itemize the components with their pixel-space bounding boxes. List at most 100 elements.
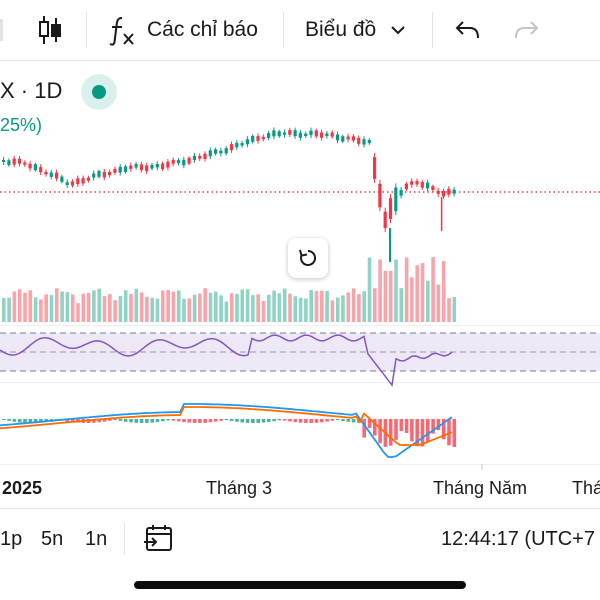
candle-body bbox=[314, 130, 318, 137]
macd-histogram-bar bbox=[118, 419, 123, 421]
volume-bar bbox=[373, 288, 377, 322]
candle-body bbox=[447, 188, 451, 195]
macd-histogram-bar bbox=[2, 419, 6, 420]
volume-bar bbox=[245, 289, 250, 322]
macd-histogram-bar bbox=[33, 419, 38, 423]
candle-body bbox=[309, 130, 313, 136]
volume-bar bbox=[293, 296, 298, 322]
candle-body bbox=[378, 183, 382, 208]
volume-bar bbox=[60, 291, 64, 322]
volume-bar bbox=[320, 290, 324, 322]
candle-body bbox=[155, 164, 159, 168]
volume-bar bbox=[314, 290, 319, 322]
candle-body bbox=[145, 165, 149, 172]
volume-bar bbox=[176, 290, 181, 322]
volume-bar bbox=[134, 288, 139, 322]
candle-body bbox=[240, 143, 244, 146]
candle-body bbox=[293, 130, 297, 137]
macd-histogram-bar bbox=[420, 419, 425, 447]
macd-histogram-bar bbox=[134, 419, 139, 423]
macd-histogram-bar bbox=[314, 419, 319, 423]
bottom-toolbar: 1p 5n 1n 12:44:17 (UTC+7 bbox=[0, 508, 600, 569]
macd-histogram-bar bbox=[282, 419, 287, 421]
candle-body bbox=[134, 163, 138, 168]
macd-histogram-bar bbox=[161, 419, 165, 422]
candle-body bbox=[277, 131, 281, 137]
macd-histogram-bar bbox=[214, 419, 218, 422]
macd-histogram-bar bbox=[251, 419, 255, 423]
macd-histogram-bar bbox=[150, 419, 154, 423]
candle-body bbox=[102, 171, 106, 178]
volume-bar bbox=[92, 290, 96, 322]
timezone-clock[interactable]: 12:44:17 (UTC+7 bbox=[441, 527, 595, 550]
candle-body bbox=[150, 164, 154, 169]
macd-histogram-bar bbox=[23, 419, 27, 423]
candle-body bbox=[113, 168, 117, 173]
candle-body bbox=[325, 133, 329, 137]
volume-bar bbox=[431, 257, 435, 322]
volume-bars bbox=[2, 257, 457, 322]
volume-bar bbox=[426, 280, 430, 322]
volume-bar bbox=[113, 300, 117, 322]
candle-body bbox=[235, 142, 239, 148]
range-button-1n[interactable]: 1n bbox=[85, 527, 108, 550]
macd-histogram-bar bbox=[113, 419, 117, 421]
volume-bar bbox=[97, 288, 101, 322]
price-chart[interactable] bbox=[0, 60, 600, 500]
volume-bar bbox=[410, 277, 414, 322]
range-button-1p[interactable]: 1p bbox=[0, 527, 23, 550]
signal-line bbox=[0, 406, 453, 446]
candle-body bbox=[39, 167, 43, 173]
candle-body bbox=[341, 136, 345, 142]
volume-bar bbox=[182, 298, 186, 322]
candle-body bbox=[2, 160, 6, 163]
range-button-5n[interactable]: 5n bbox=[41, 527, 64, 550]
home-indicator bbox=[134, 581, 466, 589]
candle-body bbox=[161, 163, 165, 170]
macd-histogram-bar bbox=[410, 419, 414, 442]
go-to-date-button[interactable] bbox=[143, 509, 175, 569]
macd-histogram-bar bbox=[224, 419, 229, 421]
macd-histogram-bar bbox=[277, 419, 282, 421]
macd-histogram-bar bbox=[192, 419, 197, 423]
macd-histogram-bar bbox=[304, 419, 308, 423]
volume-bar bbox=[129, 293, 133, 322]
macd-histogram-bar bbox=[155, 419, 160, 422]
macd-histogram-bar bbox=[12, 419, 17, 422]
volume-bar bbox=[76, 303, 80, 322]
rsi-line bbox=[0, 334, 453, 387]
volume-bar bbox=[436, 284, 441, 322]
macd-histogram-bar bbox=[219, 419, 223, 421]
chart-type-dropdown[interactable]: Biểu đồ bbox=[305, 0, 408, 60]
x-axis-label-year: 2025 bbox=[2, 478, 43, 498]
volume-bar bbox=[304, 298, 308, 322]
candle-body bbox=[320, 132, 324, 138]
volume-bar bbox=[447, 298, 451, 322]
volume-bar bbox=[145, 296, 149, 322]
macd-histogram-bar bbox=[240, 419, 245, 423]
candle-body bbox=[166, 161, 170, 168]
reset-chart-button[interactable] bbox=[288, 238, 328, 278]
volume-bar bbox=[367, 257, 372, 322]
macd-histogram-bar bbox=[108, 419, 112, 421]
volume-bar bbox=[346, 292, 351, 322]
price-change-percent: 25%) bbox=[0, 115, 43, 135]
symbol-interval-label[interactable]: X · 1D bbox=[0, 78, 63, 103]
indicators-button[interactable]: Các chỉ báo bbox=[108, 0, 258, 60]
chart-type-label: Biểu đồ bbox=[305, 18, 377, 41]
macd-histogram-bar bbox=[325, 419, 329, 422]
undo-button[interactable] bbox=[454, 0, 482, 60]
volume-bar bbox=[325, 291, 329, 322]
volume-bar bbox=[17, 289, 22, 322]
redo-icon bbox=[515, 21, 539, 39]
macd-histogram-bar bbox=[431, 419, 435, 434]
candle-body bbox=[192, 155, 196, 160]
macd-histogram-bar bbox=[7, 419, 11, 421]
candle-body bbox=[44, 171, 48, 175]
macd-histogram-bar bbox=[341, 419, 345, 422]
candlestick-button[interactable] bbox=[36, 0, 64, 60]
redo-button[interactable] bbox=[512, 0, 540, 60]
candle-body bbox=[76, 178, 80, 185]
volume-bar bbox=[261, 300, 266, 322]
reset-icon bbox=[299, 249, 317, 266]
